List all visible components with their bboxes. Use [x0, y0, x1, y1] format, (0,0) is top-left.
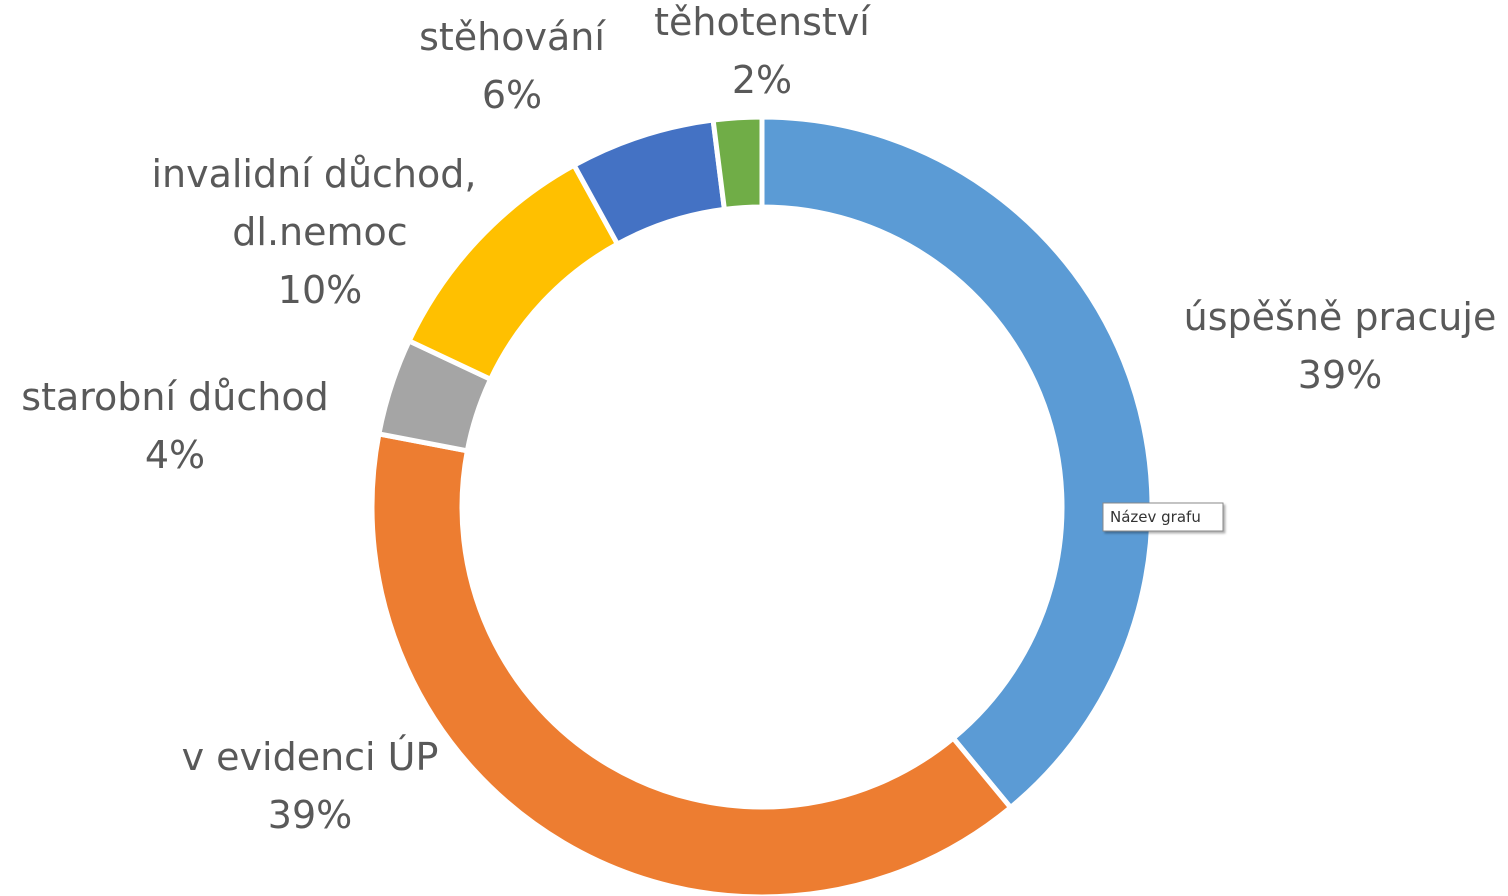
category-label: těhotenství	[654, 0, 871, 44]
value-label: 39%	[268, 793, 352, 837]
value-label: 39%	[1298, 353, 1382, 397]
category-label: stěhování	[419, 15, 606, 59]
tooltip-box	[1102, 502, 1224, 532]
category-label: v evidenci ÚP	[182, 735, 439, 779]
value-label: 2%	[732, 58, 792, 102]
donut-segment	[405, 161, 621, 383]
category-label: starobní důchod	[21, 375, 328, 419]
value-label: 10%	[278, 268, 362, 312]
segments	[369, 114, 1155, 896]
value-label: 6%	[482, 73, 542, 117]
category-label: invalidní důchod, dl.nemoc	[151, 152, 488, 254]
labels: úspěšně pracuje 39% v evidenci ÚP 39% starob…	[21, 0, 1496, 837]
donut-segment	[759, 114, 1155, 812]
donut-segment	[369, 430, 1015, 896]
donut-segment	[710, 114, 765, 213]
value-label: 4%	[145, 433, 205, 477]
category-label: úspěšně pracuje	[1184, 295, 1497, 339]
tooltip: Název grafu	[1110, 508, 1201, 526]
